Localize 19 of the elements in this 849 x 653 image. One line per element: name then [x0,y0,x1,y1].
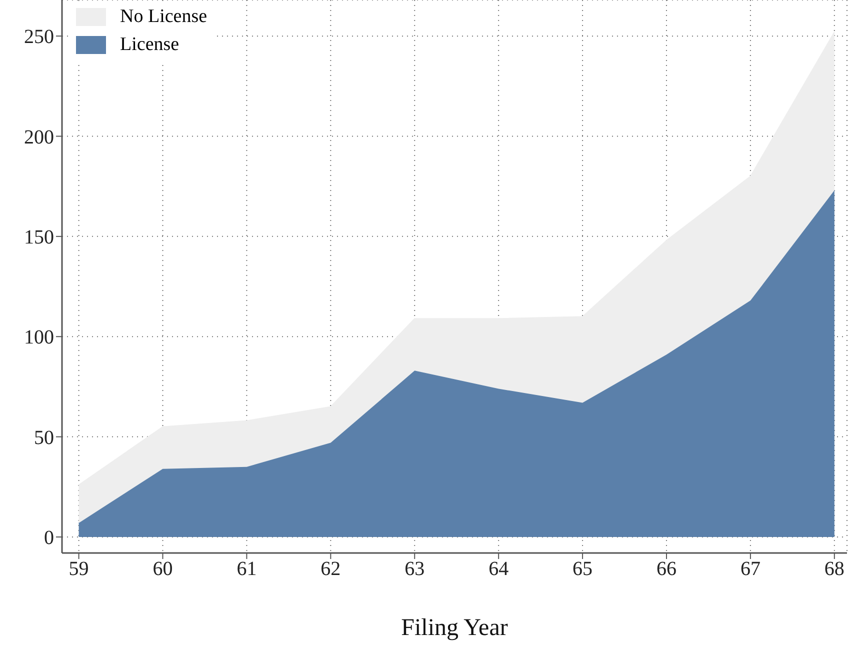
y-tick-label: 250 [24,26,54,48]
x-tick-label: 68 [824,558,844,580]
y-tick-label: 50 [34,426,54,449]
x-axis-title: Filing Year [401,615,508,641]
x-tick-label: 64 [488,558,509,580]
y-tick-label: 100 [24,326,54,349]
x-tick-label: 62 [320,558,341,580]
x-tick-label: 63 [404,558,425,580]
y-tick-label: 0 [44,527,54,550]
legend-label: License [120,34,180,56]
y-tick-label: 150 [24,226,54,249]
y-tick-label: 200 [24,126,54,148]
x-tick-label: 61 [236,558,257,580]
x-tick-label: 67 [740,558,760,580]
x-tick-label: 60 [152,558,173,580]
x-tick-label: 59 [68,558,89,580]
legend-label: No License [120,6,208,28]
x-tick-label: 66 [656,558,676,580]
x-tick-label: 65 [572,558,593,580]
